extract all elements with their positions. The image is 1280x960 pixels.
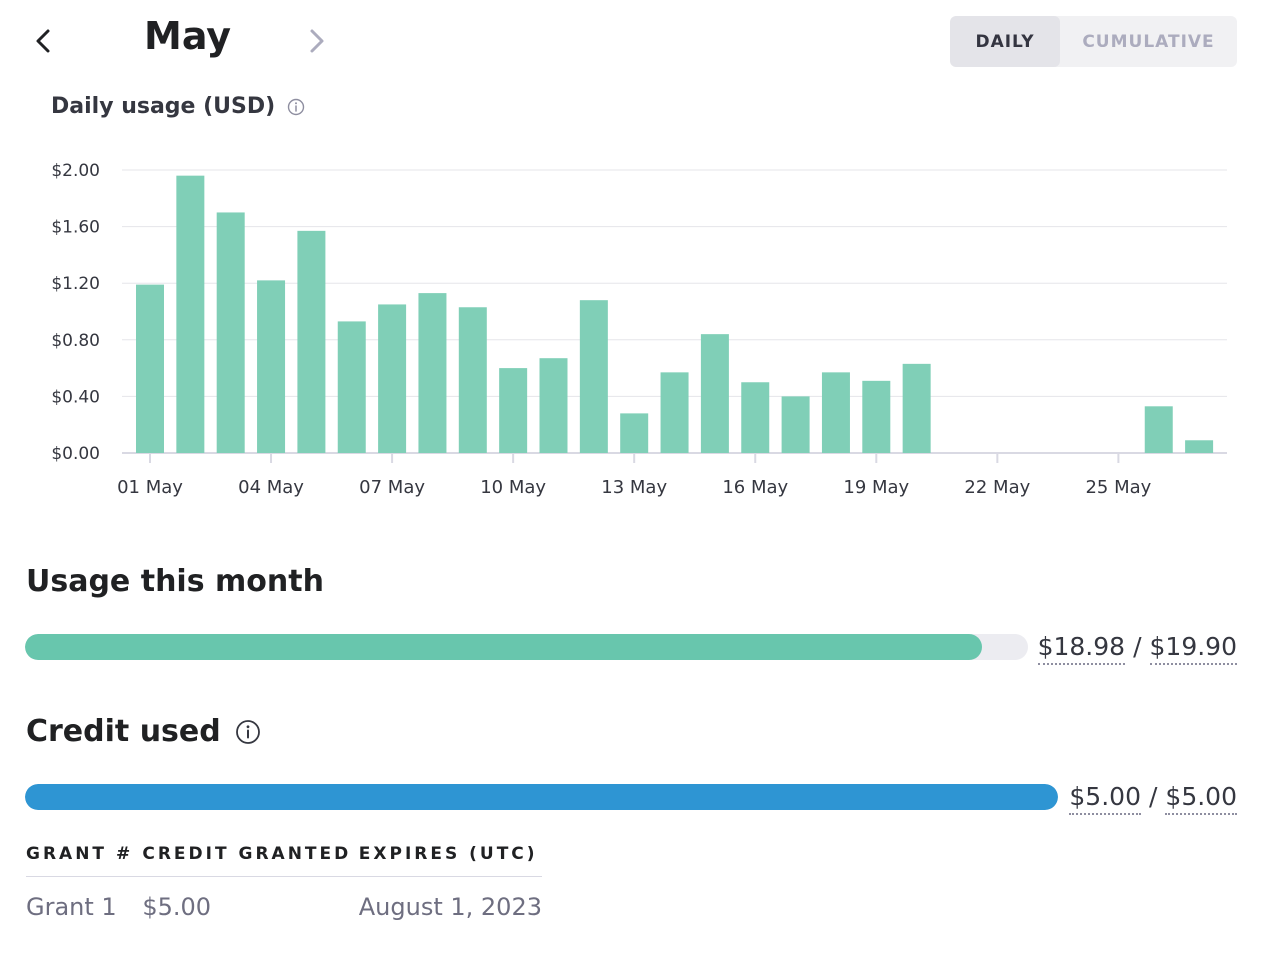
chevron-right-icon [310,29,324,53]
y-tick-label: $0.00 [51,444,100,464]
chart-bar[interactable] [579,300,608,453]
y-tick-label: $2.00 [51,161,100,181]
next-month-button[interactable] [300,24,332,58]
chart-bar[interactable] [660,372,689,453]
grants-table: GRANT # CREDIT GRANTED EXPIRES (UTC) Gra… [26,838,542,921]
chart-bar[interactable] [620,413,649,453]
table-row: Grant 1 $5.00 August 1, 2023 [26,877,542,921]
chart-bar[interactable] [257,280,286,453]
daily-usage-chart: $0.00 $0.40 $0.80 $1.20 $1.60 $2.00 01 May 04 M… [51,161,1227,498]
chart-bar[interactable] [216,212,245,453]
chart-bar[interactable] [458,307,487,453]
chart-bar[interactable] [297,230,326,453]
credit-section-title: Credit used [26,714,221,749]
grant-amount-cell: $5.00 [142,893,212,921]
x-tick-label: 25 May [1085,477,1151,498]
column-header-expires: EXPIRES (UTC) [358,838,542,877]
chart-bar[interactable] [1185,440,1214,453]
usage-used-value[interactable]: $18.98 [1037,632,1126,665]
x-tick-label: 22 May [964,477,1030,498]
info-icon[interactable] [235,719,261,745]
tab-cumulative[interactable]: CUMULATIVE [1082,31,1215,52]
chart-bar[interactable] [337,321,366,453]
y-tick-label: $1.60 [51,218,100,238]
credit-separator: / [1148,782,1158,811]
chart-bar[interactable] [539,358,568,453]
usage-amount: $18.98 / $19.90 [1037,632,1237,665]
credit-total-value[interactable]: $5.00 [1165,782,1237,815]
chevron-left-icon [36,29,50,53]
chart-bar[interactable] [781,396,810,453]
chart-bar[interactable] [862,380,891,453]
credit-amount: $5.00 / $5.00 [1069,782,1237,815]
info-icon[interactable] [287,98,305,116]
credit-used-value[interactable]: $5.00 [1069,782,1141,815]
y-tick-label: $0.40 [51,387,100,407]
tab-daily[interactable]: DAILY [950,16,1060,67]
chart-bar[interactable] [821,372,850,453]
x-tick-label: 19 May [843,477,909,498]
chart-bar[interactable] [378,304,407,453]
chart-bar[interactable] [741,382,770,453]
chart-axes: $0.00 $0.40 $0.80 $1.20 $1.60 $2.00 01 May 04 M… [51,161,1151,498]
x-tick-label: 07 May [359,477,425,498]
chart-bar[interactable] [700,334,729,453]
y-tick-label: $1.20 [51,274,100,294]
chart-bar[interactable] [176,175,205,453]
x-tick-label: 01 May [117,477,183,498]
x-tick-label: 13 May [601,477,667,498]
chart-bar[interactable] [418,293,447,453]
chart-bar[interactable] [499,368,528,453]
y-tick-label: $0.80 [51,331,100,351]
chart-title: Daily usage (USD) [51,94,276,119]
x-tick-label: 04 May [238,477,304,498]
x-tick-label: 10 May [480,477,546,498]
chart-bar[interactable] [136,284,164,453]
credit-progress-bar [25,784,1058,810]
chart-bar[interactable] [902,363,931,453]
usage-separator: / [1133,632,1142,661]
month-title: May [144,14,232,58]
column-header-grant: GRANT # [26,838,143,877]
view-toggle: DAILY CUMULATIVE [950,16,1237,67]
table-header-row: GRANT # CREDIT GRANTED EXPIRES (UTC) [26,838,542,877]
chart-bar[interactable] [1144,406,1173,453]
chart-header: Daily usage (USD) [51,94,305,119]
previous-month-button[interactable] [28,24,60,58]
column-header-credit-granted: CREDIT GRANTED [142,838,359,877]
credit-progress-fill [25,784,1058,810]
chart-bars [136,175,1214,453]
usage-limit-value[interactable]: $19.90 [1149,632,1237,665]
usage-section-title: Usage this month [26,564,324,599]
usage-progress-fill [25,634,982,660]
usage-progress-bar [25,634,1028,660]
credit-header: Credit used [26,714,261,749]
grant-name-cell: Grant 1 [26,893,117,921]
x-tick-label: 16 May [722,477,788,498]
grant-expiry-cell: August 1, 2023 [358,893,542,921]
